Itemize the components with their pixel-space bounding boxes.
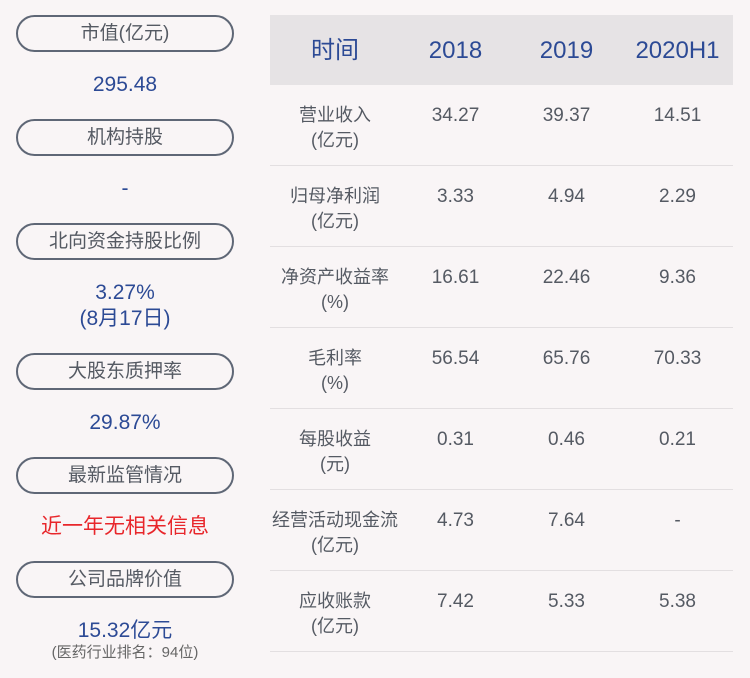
cell-value: 39.37 xyxy=(542,105,591,126)
metric-name: 毛利率 xyxy=(308,348,362,368)
cell-value: 56.54 xyxy=(431,348,480,369)
table-row: 每股收益 (元) 0.31 0.46 0.21 xyxy=(270,409,733,490)
metric-unit: (%) xyxy=(321,292,349,312)
cell-value: 22.46 xyxy=(542,267,591,288)
metric-name: 归母净利润 xyxy=(290,186,380,206)
pill-brand-value: 公司品牌价值 xyxy=(16,561,234,598)
cell-value: 9.36 xyxy=(659,267,696,288)
table-row: 营业收入 (亿元) 34.27 39.37 14.51 xyxy=(270,85,733,166)
row-label: 毛利率 (%) xyxy=(270,346,400,408)
value-northbound-date: (8月17日) xyxy=(79,307,171,330)
value-brand-value: 15.32亿元 xyxy=(77,619,173,642)
row-label: 营业收入 (亿元) xyxy=(270,103,400,165)
brand-rank-note: (医药行业排名：94位) xyxy=(51,644,199,661)
cell-value: 2.29 xyxy=(659,186,696,207)
metric-unit: (亿元) xyxy=(311,616,359,636)
table-row: 毛利率 (%) 56.54 65.76 70.33 xyxy=(270,328,733,409)
cell-value: 16.61 xyxy=(431,267,480,288)
table-row: 净资产收益率 (%) 16.61 22.46 9.36 xyxy=(270,247,733,328)
pill-institutional-holdings: 机构持股 xyxy=(16,119,234,156)
row-label: 每股收益 (元) xyxy=(270,427,400,489)
cell-value: 34.27 xyxy=(431,105,480,126)
table-row: 归母净利润 (亿元) 3.33 4.94 2.29 xyxy=(270,166,733,247)
row-label: 净资产收益率 (%) xyxy=(270,265,400,327)
cell-value: - xyxy=(674,510,681,531)
cell-value: 65.76 xyxy=(542,348,591,369)
row-label: 归母净利润 (亿元) xyxy=(270,184,400,246)
value-northbound-ratio: 3.27% xyxy=(95,281,155,304)
value-market-cap: 295.48 xyxy=(92,73,158,96)
value-institutional-holdings: - xyxy=(121,177,129,200)
pill-regulatory: 最新监管情况 xyxy=(16,457,234,494)
metric-unit: (亿元) xyxy=(311,130,359,150)
cell-value: 5.38 xyxy=(659,591,696,612)
pill-market-cap: 市值(亿元) xyxy=(16,15,234,52)
metric-name: 每股收益 xyxy=(299,429,371,449)
cell-value: 70.33 xyxy=(653,348,702,369)
metric-name: 应收账款 xyxy=(299,591,371,611)
metric-unit: (亿元) xyxy=(311,211,359,231)
cell-value: 3.33 xyxy=(437,186,474,207)
pill-northbound-ratio: 北向资金持股比例 xyxy=(16,223,234,260)
cell-value: 5.33 xyxy=(548,591,585,612)
cell-value: 0.31 xyxy=(437,429,474,450)
metric-name: 净资产收益率 xyxy=(281,267,389,287)
table-header: 时间 2018 2019 2020H1 xyxy=(270,15,733,85)
header-2019: 2019 xyxy=(539,36,594,64)
pill-pledge-ratio: 大股东质押率 xyxy=(16,353,234,390)
table-row: 应收账款 (亿元) 7.42 5.33 5.38 xyxy=(270,571,733,652)
metric-name: 营业收入 xyxy=(299,105,371,125)
value-regulatory: 近一年无相关信息 xyxy=(41,515,209,538)
header-2018: 2018 xyxy=(428,36,483,64)
header-2020h1: 2020H1 xyxy=(635,36,720,64)
financial-table: 时间 2018 2019 2020H1 营业收入 (亿元) 34.27 39.37 14… xyxy=(270,15,733,652)
header-time: 时间 xyxy=(311,36,359,64)
cell-value: 7.64 xyxy=(548,510,585,531)
metric-unit: (亿元) xyxy=(311,535,359,555)
cell-value: 4.94 xyxy=(548,186,585,207)
cell-value: 0.46 xyxy=(548,429,585,450)
cell-value: 0.21 xyxy=(659,429,696,450)
metric-unit: (%) xyxy=(321,373,349,393)
metric-name: 经营活动现金流 xyxy=(272,510,398,530)
cell-value: 14.51 xyxy=(653,105,702,126)
value-pledge-ratio: 29.87% xyxy=(89,411,161,434)
row-label: 应收账款 (亿元) xyxy=(270,589,400,651)
metric-unit: (元) xyxy=(320,454,350,474)
cell-value: 7.42 xyxy=(437,591,474,612)
row-label: 经营活动现金流 (亿元) xyxy=(270,508,400,570)
table-row: 经营活动现金流 (亿元) 4.73 7.64 - xyxy=(270,490,733,571)
cell-value: 4.73 xyxy=(437,510,474,531)
